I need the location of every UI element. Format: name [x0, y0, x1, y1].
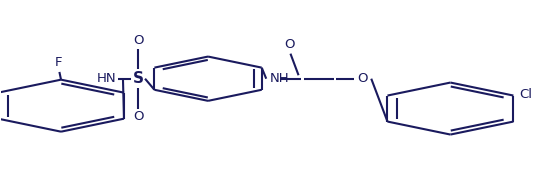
Text: NH: NH: [270, 72, 289, 85]
Text: F: F: [55, 56, 62, 69]
Text: Cl: Cl: [519, 88, 532, 101]
Text: HN: HN: [97, 72, 117, 85]
Text: O: O: [133, 34, 143, 47]
Text: S: S: [132, 71, 144, 86]
Text: O: O: [133, 110, 143, 124]
Text: O: O: [284, 38, 295, 51]
Text: O: O: [357, 72, 368, 85]
